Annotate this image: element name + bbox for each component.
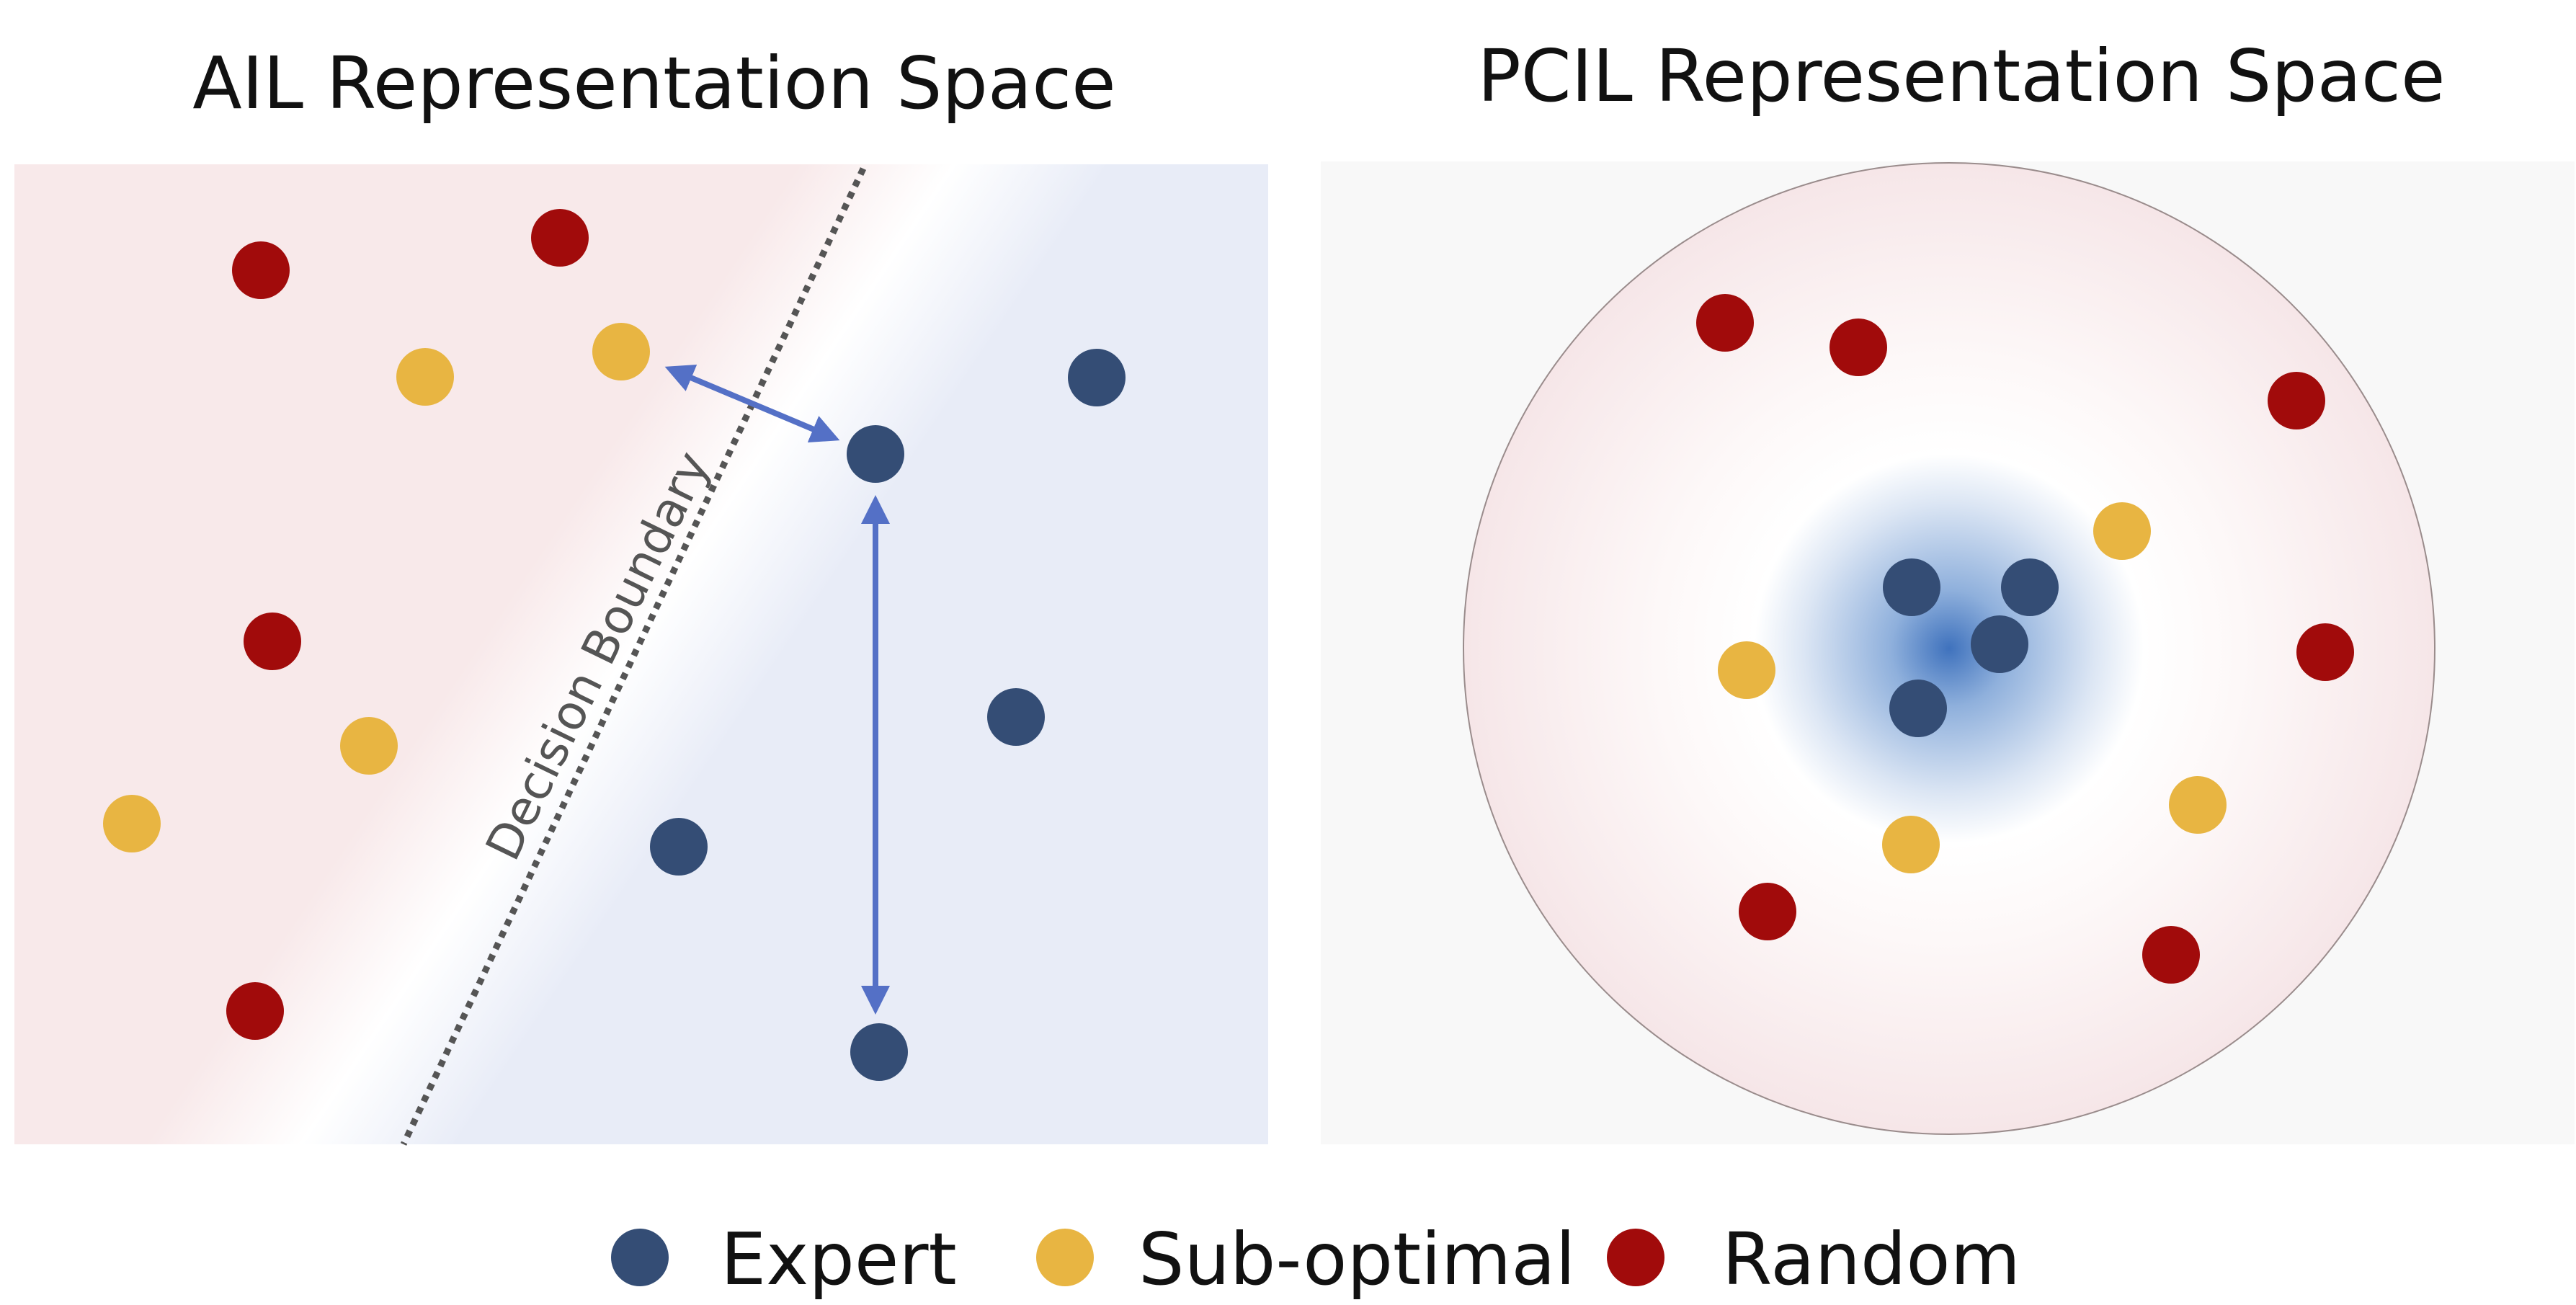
suboptimal-point	[1718, 641, 1775, 699]
legend-suboptimal-label: Sub-optimal	[1138, 1217, 1575, 1301]
random-point	[531, 209, 589, 267]
ail-background	[14, 164, 1268, 1144]
legend: Expert Sub-optimal Random	[611, 1217, 2020, 1301]
legend-random-swatch	[1607, 1229, 1664, 1286]
random-point	[226, 982, 284, 1040]
legend-random-label: Random	[1722, 1217, 2020, 1301]
pcil-hypersphere	[1463, 162, 2435, 1135]
random-point	[244, 613, 301, 670]
legend-expert-label: Expert	[721, 1217, 957, 1301]
suboptimal-point	[103, 795, 161, 852]
expert-point	[1889, 680, 1947, 737]
pcil-points	[1696, 294, 2354, 984]
suboptimal-point	[592, 323, 650, 380]
pcil-panel	[1321, 161, 2575, 1144]
expert-point	[850, 1023, 908, 1081]
random-point	[1696, 294, 1754, 352]
decision-boundary-line	[400, 167, 867, 1146]
expert-point	[1971, 615, 2028, 673]
random-point	[2296, 623, 2354, 681]
expert-point	[650, 818, 708, 876]
arrow-suboptimal-to-expert	[664, 364, 840, 443]
expert-point	[1068, 349, 1126, 406]
random-point	[1739, 883, 1796, 940]
expert-point	[2001, 558, 2059, 616]
suboptimal-point	[1882, 816, 1940, 873]
ail-points	[103, 209, 1126, 1081]
right-panel-title: PCIL Representation Space	[1477, 34, 2445, 118]
expert-point	[1883, 558, 1940, 616]
expert-point	[987, 688, 1045, 746]
random-point	[2142, 926, 2200, 984]
left-panel-title: AIL Representation Space	[192, 41, 1115, 125]
legend-expert-swatch	[611, 1229, 669, 1286]
legend-suboptimal-swatch	[1036, 1229, 1094, 1286]
suboptimal-point	[340, 717, 398, 775]
random-point	[2268, 372, 2325, 429]
random-point	[232, 241, 290, 299]
ail-panel: Decision Boundary	[14, 164, 1268, 1146]
suboptimal-point	[396, 348, 454, 406]
suboptimal-point	[2169, 776, 2227, 834]
random-point	[1830, 319, 1887, 376]
suboptimal-point	[2093, 502, 2151, 560]
expert-point	[847, 425, 904, 483]
